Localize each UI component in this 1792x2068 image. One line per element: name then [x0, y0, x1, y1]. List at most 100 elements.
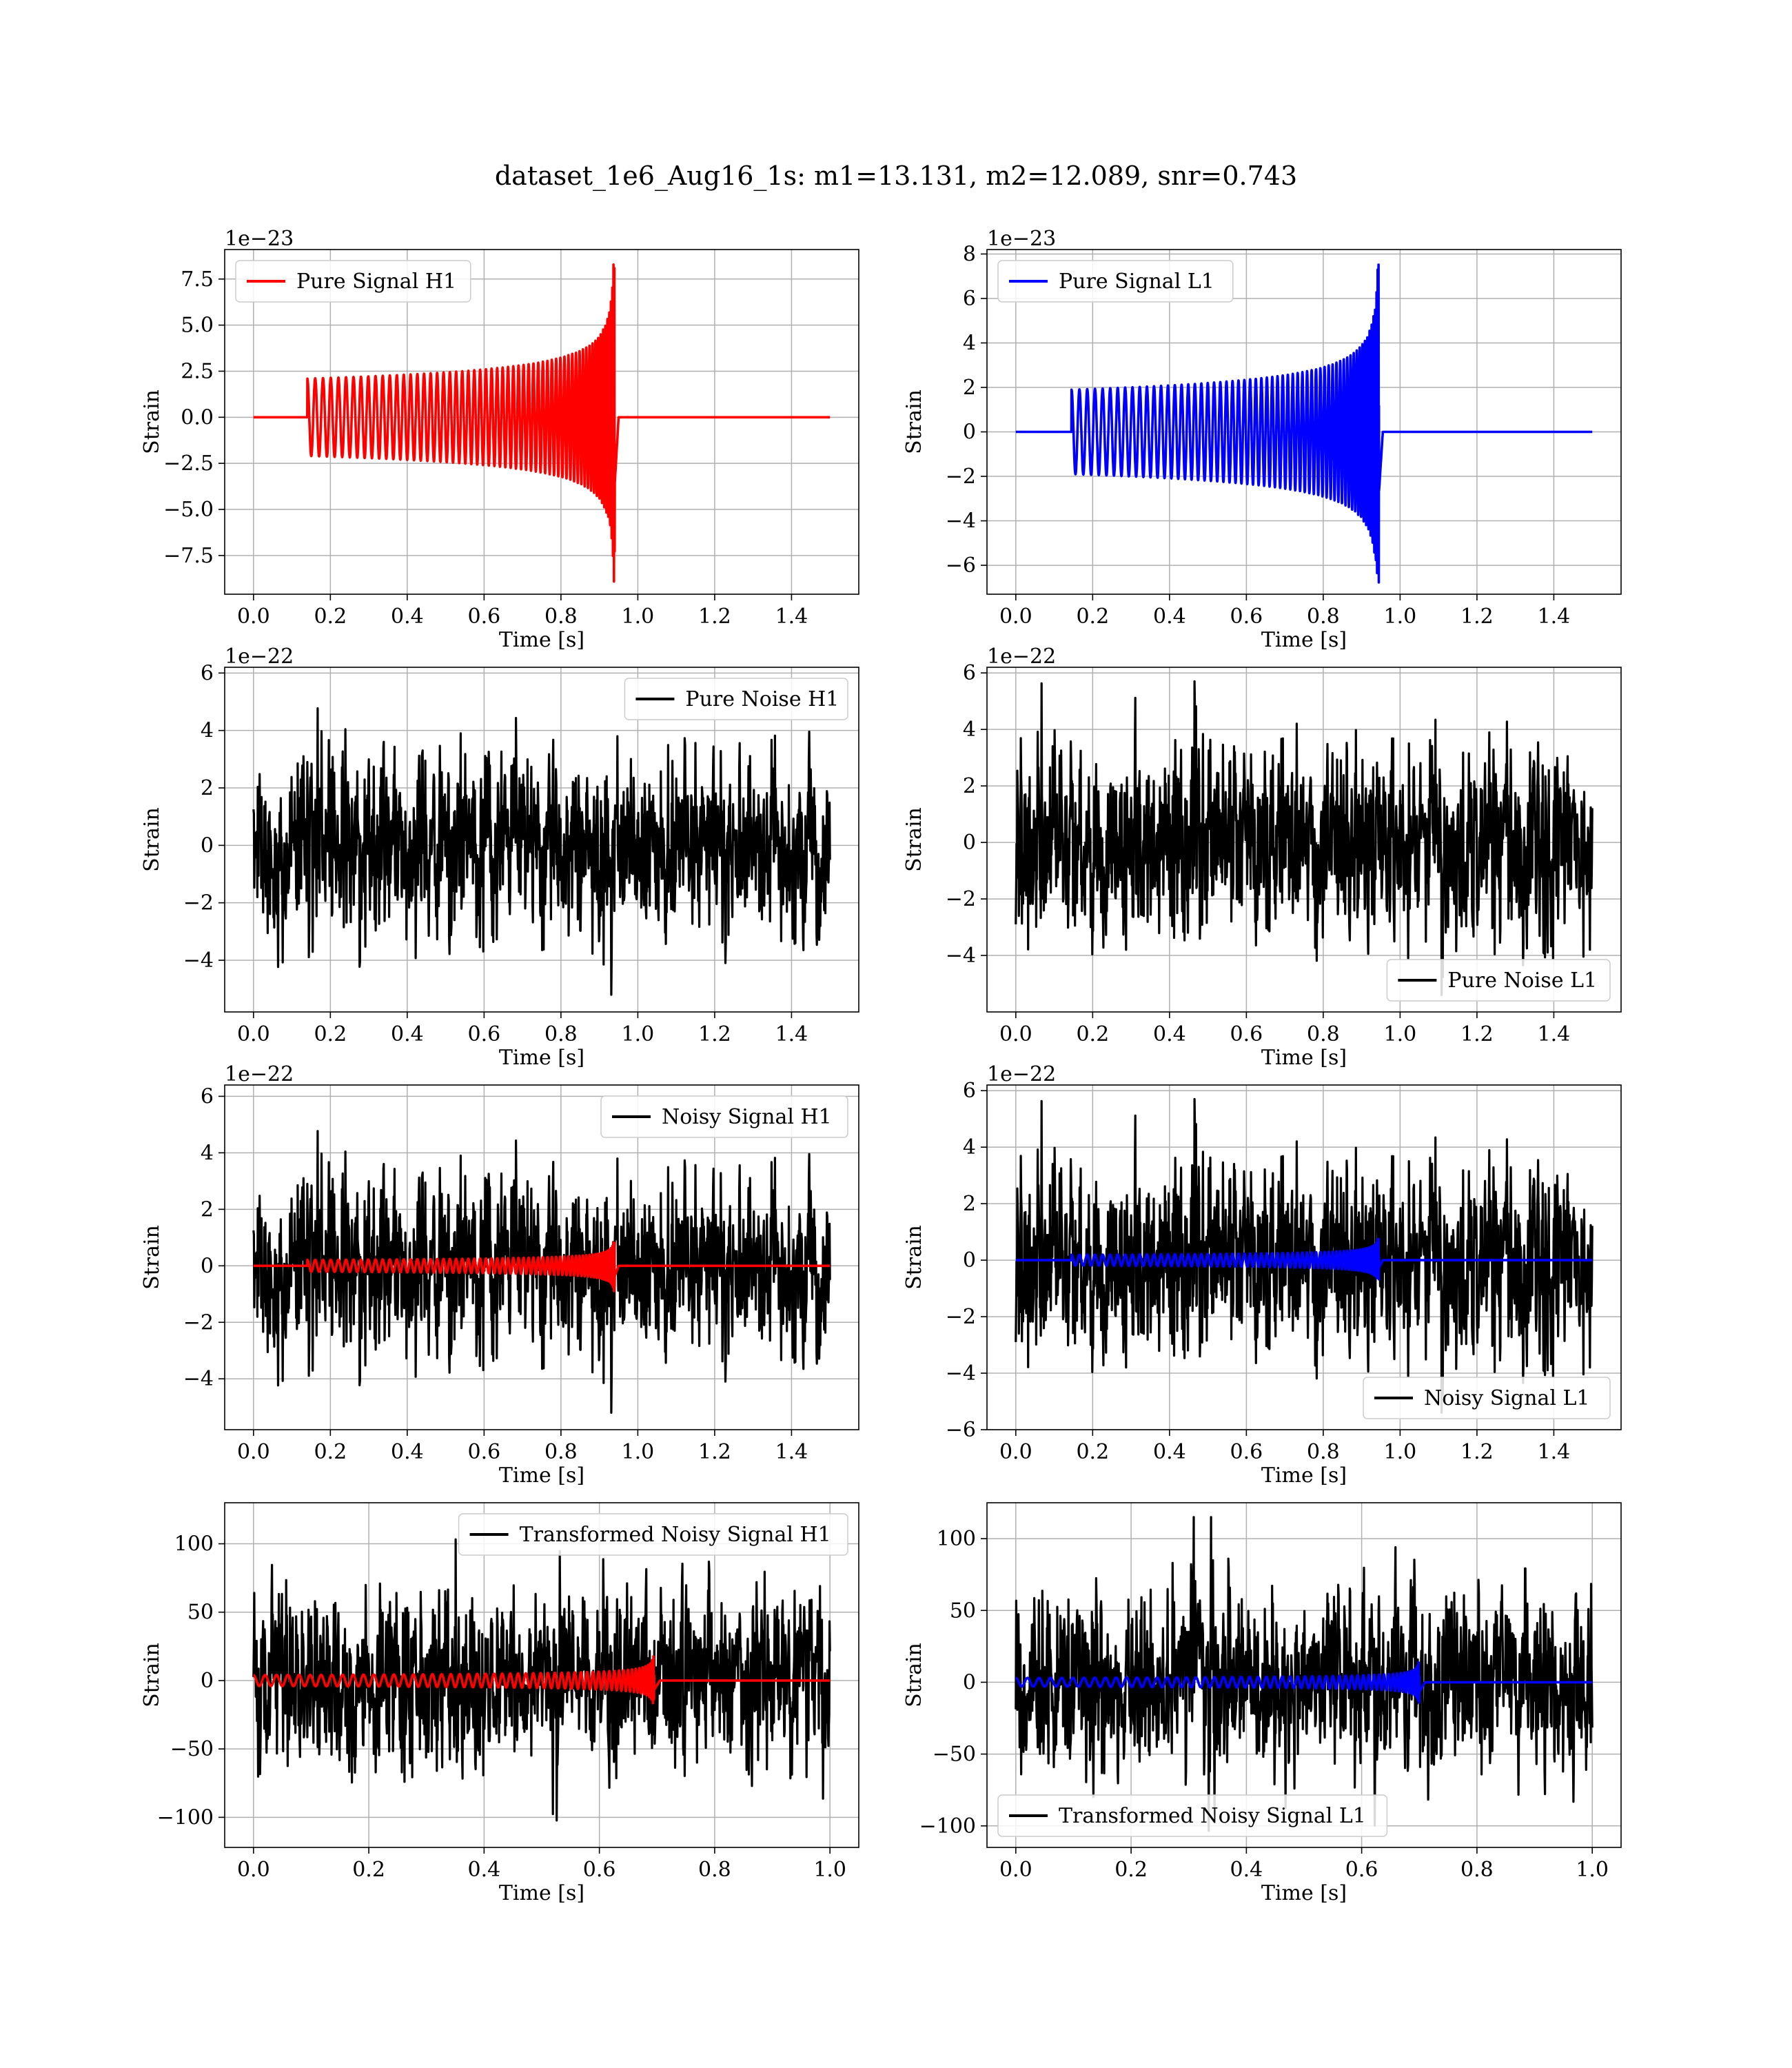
legend-box [1363, 1377, 1611, 1419]
y-axis-label: Strain [902, 1643, 926, 1707]
series-line-overlay-1 [1015, 1661, 1594, 1704]
x-axis-label: Time [s] [1261, 1046, 1347, 1070]
x-tick-label: 0.2 [314, 1440, 347, 1464]
y-tick-label: −4 [946, 944, 976, 968]
plot-frame [986, 667, 1622, 1013]
y-axis-label: Strain [902, 389, 926, 454]
x-tick-label: 0.2 [1076, 605, 1109, 629]
x-tick-label: 0.4 [391, 605, 424, 629]
series-group [1015, 1516, 1594, 1832]
legend-entry-label: Transformed Noisy Signal H1 [520, 1523, 831, 1547]
x-tick-label: 1.2 [698, 605, 731, 629]
y-tick-label: 2 [963, 376, 976, 400]
y-tick-label: 0 [963, 1670, 976, 1694]
y-axis-label: Strain [140, 389, 164, 454]
y-tick-label: 5.0 [181, 314, 214, 338]
x-tick-label: 0.6 [1230, 1022, 1263, 1046]
series-line-pure-signal-h1 [252, 263, 831, 583]
x-tick-label: 0.0 [999, 1022, 1032, 1046]
x-tick-label: 0.6 [1345, 1858, 1378, 1882]
legend: Transformed Noisy Signal H1 [458, 1513, 848, 1556]
legend: Noisy Signal H1 [600, 1095, 848, 1138]
chart-panel-noisy-signal-l1: 0.0 0.2 0.4 0.6 0.8 1.0 1.2 1.4 −6 −4 −2 0 2 4 6 Time [… [902, 1062, 1622, 1488]
x-tick-label: 1.2 [1460, 1440, 1494, 1464]
y-axis-label: Strain [902, 807, 926, 872]
chart-panel-transformed-noisy-signal-h1: 0.0 0.2 0.4 0.6 0.8 1.0 −100 −50 0 50 100 Time [s] S… [140, 1502, 859, 1905]
y-tick-label: 100 [937, 1527, 976, 1551]
x-tick-label: 0.6 [1230, 605, 1263, 629]
x-tick-label: 1.4 [1538, 605, 1571, 629]
y-tick-label: −6 [946, 554, 976, 578]
legend-entry-label: Pure Signal L1 [1059, 270, 1214, 294]
y-tick-label: 2 [963, 774, 976, 798]
y-tick-label: 6 [963, 287, 976, 311]
x-tick-label: 0.6 [468, 1440, 501, 1464]
x-tick-label: 0.0 [999, 605, 1032, 629]
y-tick-label: 2 [201, 776, 214, 800]
y-tick-label: −2 [946, 887, 976, 911]
y-tick-label: 0 [201, 1669, 214, 1693]
y-tick-label: 50 [187, 1601, 214, 1625]
x-tick-label: 0.6 [1230, 1440, 1263, 1464]
x-tick-label: 0.2 [352, 1858, 385, 1882]
legend: Pure Noise L1 [1386, 959, 1611, 1002]
y-tick-label: 2.5 [181, 359, 214, 383]
y-tick-label: −4 [183, 1367, 214, 1391]
y-tick-label: 50 [950, 1599, 976, 1623]
plot-frame [224, 249, 859, 595]
plot-frame [224, 1084, 859, 1430]
x-tick-label: 1.0 [813, 1858, 846, 1882]
x-tick-label: 0.8 [698, 1858, 731, 1882]
y-tick-label: 0 [963, 1248, 976, 1273]
y-tick-label: 4 [201, 1141, 214, 1165]
x-tick-label: 0.6 [583, 1858, 616, 1882]
x-tick-label: 1.4 [775, 605, 808, 629]
y-tick-label: −5.0 [163, 498, 214, 522]
legend-entry-label: Pure Noise L1 [1447, 969, 1597, 993]
y-tick-label: 4 [963, 1135, 976, 1159]
legend: Pure Noise H1 [624, 678, 848, 720]
x-tick-label: 0.4 [1230, 1858, 1263, 1882]
series-line-transformed-noisy-signal-h1 [252, 1538, 831, 1822]
x-axis-label: Time [s] [499, 1463, 584, 1488]
legend-entry-label: Pure Noise H1 [685, 687, 839, 711]
series-line-overlay-1 [1015, 1237, 1594, 1281]
x-tick-label: 1.4 [1538, 1440, 1571, 1464]
chart-panel-noisy-signal-h1: 0.0 0.2 0.4 0.6 0.8 1.0 1.2 1.4 −4 −2 0 2 4 6 Time [s]… [140, 1062, 859, 1488]
y-axis-label: Strain [140, 1643, 164, 1707]
legend: Noisy Signal L1 [1363, 1377, 1611, 1419]
x-tick-label: 1.0 [1576, 1858, 1609, 1882]
y-tick-label: 6 [201, 1084, 214, 1108]
legend-entry-label: Transformed Noisy Signal L1 [1059, 1804, 1366, 1828]
series-line-overlay-1 [252, 1241, 831, 1292]
x-tick-label: 0.0 [999, 1440, 1032, 1464]
y-tick-label: 0 [963, 831, 976, 855]
x-tick-label: 0.8 [1307, 605, 1340, 629]
y-tick-label: 0 [963, 420, 976, 445]
legend: Pure Signal L1 [997, 260, 1234, 303]
figure-title: dataset_1e6_Aug16_1s: m1=13.131, m2=12.0… [495, 161, 1297, 192]
y-axis-label: Strain [140, 807, 164, 872]
y-tick-label: −2.5 [163, 452, 214, 476]
y-tick-label: 2 [963, 1192, 976, 1216]
x-tick-label: 0.4 [1153, 1440, 1186, 1464]
chart-panel-pure-noise-h1: 0.0 0.2 0.4 0.6 0.8 1.0 1.2 1.4 −4 −2 0 2 4 6 Time [s]… [140, 645, 859, 1070]
axis-offset-label: 1e−23 [987, 227, 1056, 251]
series-group [1015, 263, 1594, 584]
series-line-overlay-1 [252, 1655, 831, 1705]
x-tick-label: 0.2 [314, 1022, 347, 1046]
x-tick-label: 0.4 [391, 1440, 424, 1464]
series-group [1015, 1097, 1594, 1414]
axis-offset-label: 1e−22 [987, 645, 1056, 669]
x-axis-label: Time [s] [499, 628, 584, 652]
x-tick-label: 0.8 [544, 1440, 578, 1464]
x-tick-label: 0.4 [1153, 605, 1186, 629]
x-axis-label: Time [s] [1261, 1881, 1347, 1905]
legend-box [624, 678, 848, 720]
y-tick-label: −7.5 [163, 544, 214, 568]
axis-offset-label: 1e−22 [225, 645, 294, 669]
x-tick-label: 0.8 [1307, 1022, 1340, 1046]
y-tick-label: −50 [170, 1737, 214, 1761]
y-axis-label: Strain [902, 1225, 926, 1290]
